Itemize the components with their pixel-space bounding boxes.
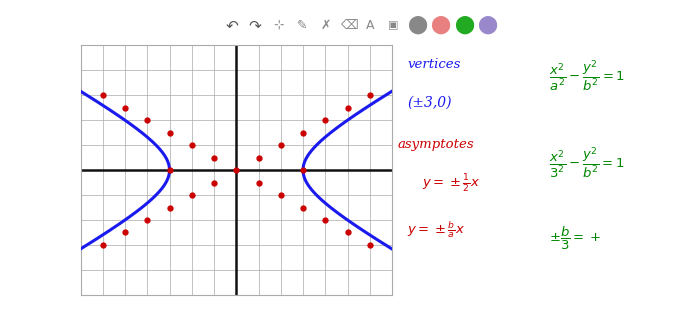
Text: ▣: ▣ bbox=[388, 20, 399, 30]
Text: (±3,0): (±3,0) bbox=[407, 95, 452, 109]
Text: ⬤: ⬤ bbox=[430, 16, 451, 34]
Text: $y=\pm\frac{b}{a}x$: $y=\pm\frac{b}{a}x$ bbox=[407, 220, 466, 240]
Text: ⊹: ⊹ bbox=[274, 18, 284, 32]
Text: ⌫: ⌫ bbox=[340, 18, 358, 32]
Text: ✗: ✗ bbox=[321, 18, 331, 32]
Text: ⬤: ⬤ bbox=[477, 16, 498, 34]
Text: $\dfrac{x^2}{3^2}-\dfrac{y^2}{b^2}=1$: $\dfrac{x^2}{3^2}-\dfrac{y^2}{b^2}=1$ bbox=[549, 145, 624, 180]
Text: ↶: ↶ bbox=[225, 17, 238, 33]
Text: ⬤: ⬤ bbox=[407, 16, 427, 34]
Text: $\dfrac{x^2}{a^2}-\dfrac{y^2}{b^2}=1$: $\dfrac{x^2}{a^2}-\dfrac{y^2}{b^2}=1$ bbox=[549, 58, 624, 93]
Text: A: A bbox=[365, 18, 374, 32]
Text: ↷: ↷ bbox=[248, 17, 262, 33]
Text: vertices: vertices bbox=[407, 58, 461, 71]
Text: $\pm\dfrac{b}{3}=+$: $\pm\dfrac{b}{3}=+$ bbox=[549, 225, 600, 252]
Text: ✎: ✎ bbox=[297, 18, 307, 32]
Text: $y=\pm\frac{1}{2}x$: $y=\pm\frac{1}{2}x$ bbox=[422, 173, 480, 195]
Text: asymptotes: asymptotes bbox=[398, 138, 475, 151]
Text: ⬤: ⬤ bbox=[454, 16, 474, 34]
